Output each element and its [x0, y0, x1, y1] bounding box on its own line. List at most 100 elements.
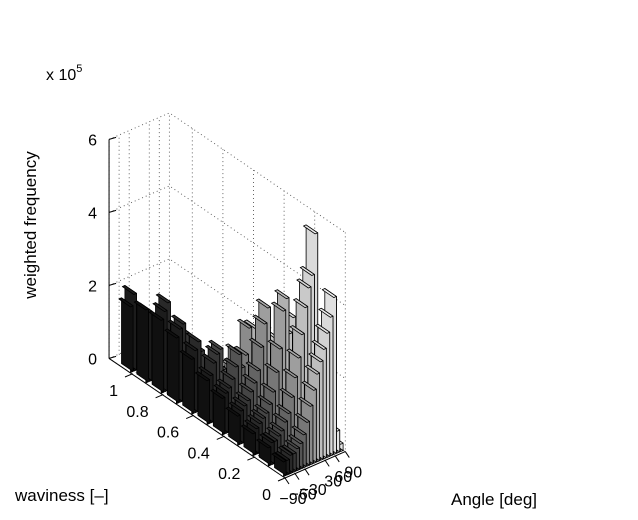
bar-top-face: [233, 345, 249, 356]
angle-tick-label: −60: [289, 487, 316, 504]
bar-top-face: [208, 339, 224, 350]
bar-top-face: [289, 325, 305, 336]
angle-tick-label: −90: [279, 491, 306, 508]
bar-top-face: [244, 419, 260, 430]
bar-top-face: [296, 278, 312, 289]
bar-top-face: [281, 444, 297, 455]
bar-side-face: [121, 297, 134, 372]
waviness-tick-label: 1: [109, 383, 118, 400]
bar-top-face: [279, 387, 295, 398]
bar-top-face: [321, 288, 337, 299]
bar-a-85-w0.45: [210, 388, 226, 436]
bar-top-face: [216, 378, 233, 389]
bar-top-face: [254, 403, 270, 414]
z-tick-label: 2: [88, 278, 97, 295]
bar-top-face: [238, 382, 255, 393]
bar-top-face: [308, 352, 324, 363]
bar-top-face: [257, 395, 273, 406]
waviness-tick-mark: [277, 477, 286, 482]
bar-top-face: [232, 396, 248, 407]
bar-top-face: [288, 434, 304, 445]
z-tick-label: 4: [88, 205, 97, 222]
bar-top-face: [245, 361, 261, 372]
bar-top-face: [259, 433, 275, 444]
bar-top-face: [299, 266, 315, 276]
bar-top-face: [133, 300, 149, 311]
bar-top-face: [225, 406, 241, 417]
bar-top-face: [118, 297, 134, 308]
bar-top-face: [201, 353, 217, 364]
angle-tick-mark: [324, 460, 330, 467]
waviness-tick-mark: [155, 394, 163, 399]
bar-top-face: [228, 401, 245, 412]
waviness-tick-label: 0: [262, 487, 271, 504]
z-axis-label: weighted frequency: [21, 151, 40, 300]
bar-top-face: [252, 314, 268, 325]
bar-top-face: [294, 412, 311, 423]
angle-tick-mark: [304, 468, 310, 476]
waviness-tick-label: 0.4: [188, 445, 210, 462]
waviness-tick-label: 0.8: [126, 404, 148, 421]
bar-top-face: [205, 344, 221, 355]
bar-top-face: [249, 337, 265, 348]
angle-tick-label: 60: [334, 469, 352, 486]
angle-tick-mark: [284, 477, 290, 485]
bar-top-face: [291, 425, 307, 436]
labels-layer: x 105 weighted frequency waviness [–] An…: [14, 63, 537, 509]
bars-layer: [118, 224, 344, 478]
angle-tick-label: −30: [300, 482, 327, 499]
bar-top-face: [278, 445, 294, 456]
bar-a-85-w0.05: [271, 452, 287, 478]
waviness-tick-label: 0.2: [218, 466, 240, 483]
bar-top-face: [198, 366, 214, 377]
bar-top-face: [304, 364, 321, 375]
y-axis-label: waviness [–]: [14, 486, 109, 505]
bar-top-face: [183, 341, 199, 352]
waviness-tick-mark: [216, 435, 224, 440]
bar-top-face: [194, 371, 211, 382]
x-axis-label: Angle [deg]: [451, 490, 537, 509]
bar-top-face: [264, 362, 280, 373]
bar-top-face: [242, 373, 258, 384]
bar-a-85-w0.55: [194, 371, 211, 426]
grid-z-3: [108, 112, 346, 233]
bar-top-face: [220, 369, 236, 380]
z-tick-mark: [108, 282, 117, 286]
bar-top-face: [276, 404, 292, 415]
bar-top-face: [311, 339, 327, 350]
bar-top-face: [274, 289, 290, 300]
bar-a-85-w0.75: [164, 328, 180, 405]
bar-a-85-w0.85: [149, 310, 165, 394]
bar-top-face: [303, 224, 319, 235]
bar-top-face: [186, 332, 202, 343]
bar-top-face: [255, 298, 271, 309]
bar-top-face: [227, 345, 243, 356]
bar-top-face: [164, 328, 180, 339]
bar-top-face: [262, 431, 278, 442]
bar-top-face: [282, 368, 299, 379]
bar-top-face: [286, 348, 302, 359]
bar-top-face: [298, 396, 314, 407]
bar-top-face: [271, 452, 287, 463]
bar-top-face: [272, 412, 289, 423]
bar-top-face: [315, 323, 331, 334]
bar-top-face: [179, 349, 195, 360]
bar-a-85-w0.35: [225, 406, 241, 446]
bar-top-face: [171, 314, 187, 325]
bar-top-face: [267, 339, 283, 350]
bar-top-face: [301, 380, 317, 391]
z-tick-label: 6: [88, 132, 97, 149]
bar-top-face: [213, 383, 229, 394]
bar-top-face: [152, 302, 168, 313]
waviness-tick-mark: [247, 456, 255, 461]
z-tick-mark: [108, 355, 117, 359]
bar-side-face: [182, 349, 195, 414]
waviness-tick-label: 0.6: [157, 425, 179, 442]
angle-tick-label: 90: [344, 465, 362, 482]
bar-top-face: [318, 307, 334, 318]
bar-top-face: [149, 310, 165, 321]
bar-a-85-w0.15: [256, 438, 272, 467]
bar-top-face: [256, 438, 272, 449]
